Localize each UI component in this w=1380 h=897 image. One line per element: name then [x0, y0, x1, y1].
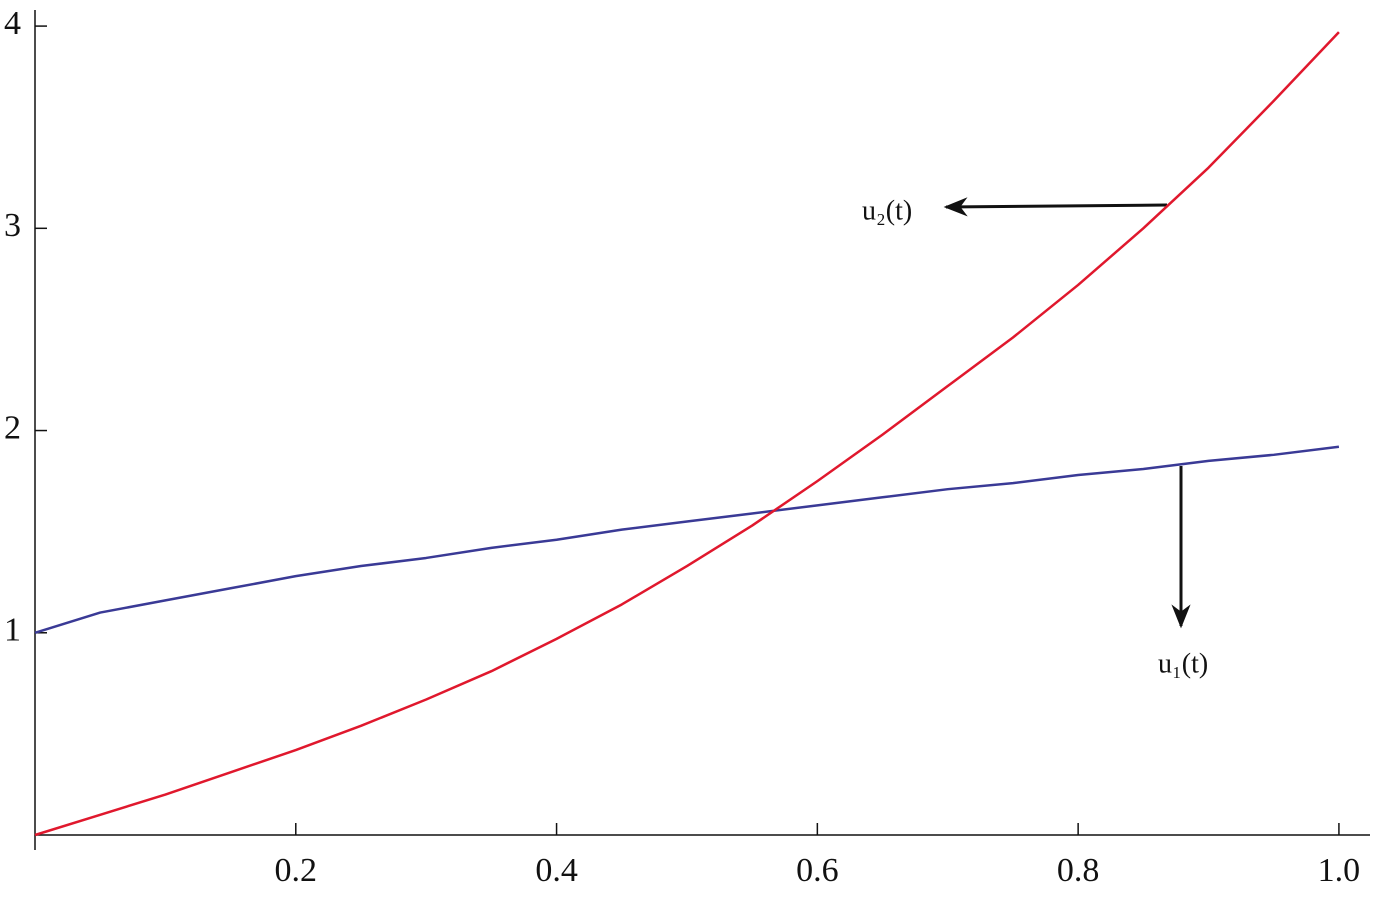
- y-tick-label: 4: [4, 5, 21, 42]
- x-tick-label: 1.0: [1318, 852, 1361, 889]
- x-tick-label: 0.2: [275, 852, 318, 889]
- y-tick-label: 1: [4, 612, 21, 649]
- annotation: u₂(t): [862, 195, 912, 226]
- series-line: [34, 31, 1340, 837]
- x-tick-label: 0.4: [535, 852, 578, 889]
- x-tick-label: 0.6: [796, 852, 839, 889]
- y-tick-label: 3: [4, 207, 21, 244]
- annotation-arrow: [943, 197, 1168, 217]
- y-tick-label: 2: [4, 409, 21, 446]
- annotation: u₁(t): [1158, 648, 1208, 679]
- series-line: [34, 445, 1340, 634]
- x-tick-label: 0.8: [1057, 852, 1100, 889]
